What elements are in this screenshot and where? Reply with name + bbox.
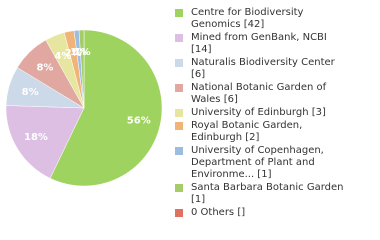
legend-item: Royal Botanic Garden, Edinburgh [2] (175, 120, 345, 144)
slice-label: 4% (54, 51, 71, 62)
legend: Centre for Biodiversity Genomics [42] Min… (175, 7, 345, 220)
legend-swatch (175, 9, 183, 17)
slice-label: 2% (65, 48, 82, 59)
slice-label: 1% (70, 47, 87, 58)
legend-swatch (175, 109, 183, 117)
legend-swatch (175, 184, 183, 192)
legend-label: Naturalis Biodiversity Center [6] (191, 57, 335, 80)
pie-slice (49, 29, 163, 187)
legend-swatch (175, 84, 183, 92)
legend-label: Santa Barbara Botanic Garden [1] (191, 182, 344, 205)
slice-label: 8% (36, 63, 53, 74)
legend-item: Mined from GenBank, NCBI [14] (175, 32, 345, 56)
legend-swatch (175, 209, 183, 217)
legend-item: Santa Barbara Botanic Garden [1] (175, 182, 345, 206)
legend-item: University of Copenhagen, Department of … (175, 145, 345, 181)
legend-swatch (175, 34, 183, 42)
legend-label: 0 Others [] (191, 207, 246, 218)
legend-label: University of Copenhagen, Department of … (191, 145, 324, 180)
legend-label: Centre for Biodiversity Genomics [42] (191, 7, 304, 30)
legend-item: 0 Others [] (175, 207, 345, 219)
pie-chart: 56%18%8%8%4%2%1%1% (5, 29, 163, 187)
pie-slice (5, 105, 85, 179)
legend-swatch (175, 122, 183, 130)
legend-label: Royal Botanic Garden, Edinburgh [2] (191, 120, 303, 143)
slice-label: 1% (74, 47, 91, 58)
legend-swatch (175, 59, 183, 67)
slice-label: 8% (22, 87, 39, 98)
pie-slice (78, 29, 85, 109)
legend-item: University of Edinburgh [3] (175, 107, 345, 119)
slice-label: 56% (127, 115, 151, 126)
legend-item: Centre for Biodiversity Genomics [42] (175, 7, 345, 31)
legend-label: University of Edinburgh [3] (191, 107, 326, 118)
legend-item: National Botanic Garden of Wales [6] (175, 82, 345, 106)
legend-label: Mined from GenBank, NCBI [14] (191, 32, 327, 55)
slice-label: 18% (24, 132, 48, 143)
legend-item: Naturalis Biodiversity Center [6] (175, 57, 345, 81)
legend-swatch (175, 147, 183, 155)
legend-label: National Botanic Garden of Wales [6] (191, 82, 327, 105)
